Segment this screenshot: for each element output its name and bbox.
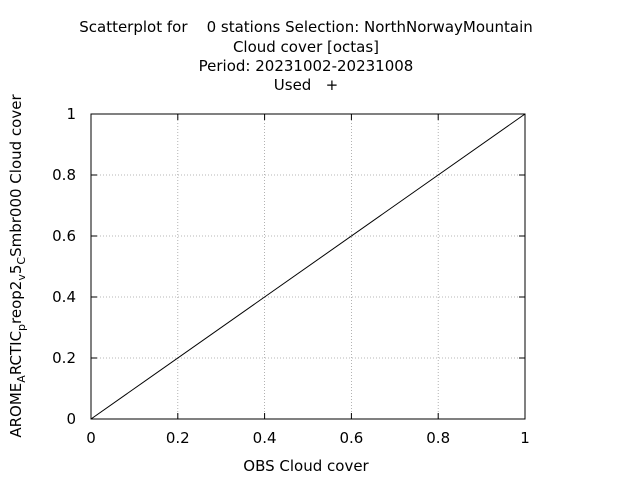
y-label-part: Smbr000 Cloud cover bbox=[7, 94, 25, 257]
y-label-subscript: p bbox=[15, 324, 28, 331]
x-axis-label: OBS Cloud cover bbox=[243, 457, 369, 475]
title-line: Cloud cover [octas] bbox=[233, 38, 379, 56]
y-tick-label: 1 bbox=[66, 105, 76, 123]
x-tick-label: 1 bbox=[520, 429, 530, 447]
y-label-part: AROME bbox=[7, 383, 25, 438]
x-tick-label: 0 bbox=[86, 429, 96, 447]
y-label-part: RCTIC bbox=[7, 331, 25, 375]
y-tick-label: 0.2 bbox=[52, 349, 76, 367]
x-axis-ticks: 0 0.2 0.4 0.6 0.8 1 bbox=[86, 114, 530, 447]
title-line: Scatterplot for 0 stations Selection: No… bbox=[79, 18, 533, 36]
y-label-subscript: A bbox=[15, 375, 28, 383]
y-axis-ticks: 0 0.2 0.4 0.6 0.8 1 bbox=[52, 105, 525, 428]
y-label-subscript: v bbox=[15, 274, 28, 281]
title-line: Period: 20231002-20231008 bbox=[199, 57, 414, 75]
y-tick-label: 0.8 bbox=[52, 166, 76, 184]
y-label-subscript: C bbox=[15, 257, 28, 265]
y-tick-label: 0.4 bbox=[52, 288, 76, 306]
y-tick-label: 0.6 bbox=[52, 227, 76, 245]
y-axis-label: AROMEARCTICpreop2v5CSmbr000 Cloud cover bbox=[7, 94, 28, 438]
y-tick-label: 0 bbox=[66, 410, 76, 428]
x-tick-label: 0.8 bbox=[426, 429, 450, 447]
title-line: Used + bbox=[274, 76, 338, 94]
x-tick-label: 0.2 bbox=[166, 429, 190, 447]
x-tick-label: 0.6 bbox=[339, 429, 363, 447]
chart-title: Scatterplot for 0 stations Selection: No… bbox=[79, 18, 533, 94]
plot-frame bbox=[90, 113, 526, 420]
grid-lines bbox=[91, 114, 525, 419]
y-label-part: 5 bbox=[7, 265, 25, 275]
x-tick-label: 0.4 bbox=[253, 429, 277, 447]
diagonal-reference-line bbox=[90, 113, 526, 420]
y-label-part: reop2 bbox=[7, 281, 25, 324]
